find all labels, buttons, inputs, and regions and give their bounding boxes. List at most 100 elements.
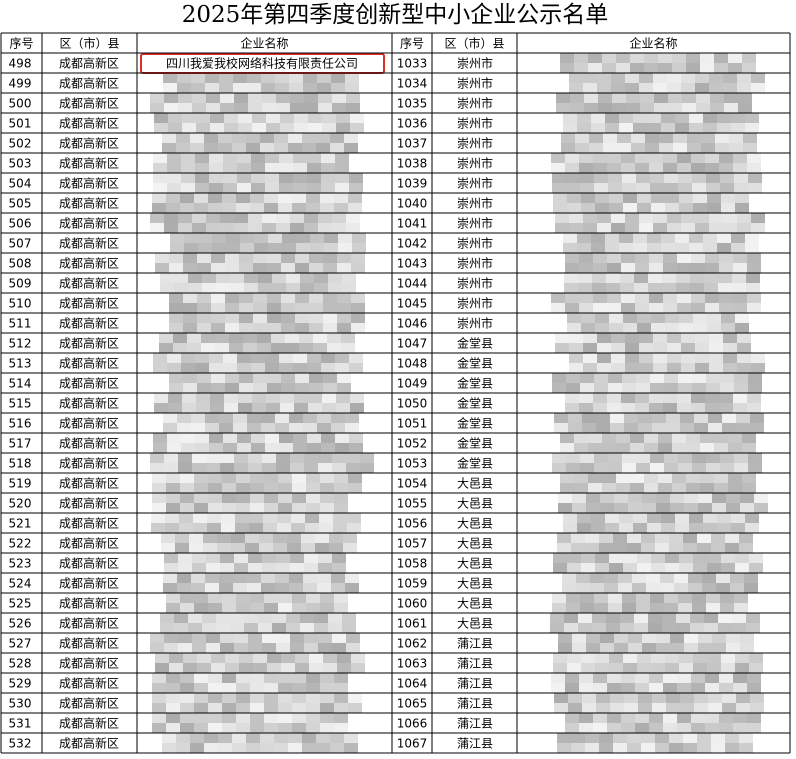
row-number: 1064 bbox=[397, 677, 428, 691]
blurred-name bbox=[664, 173, 678, 183]
blurred-name bbox=[201, 333, 215, 343]
blurred-name bbox=[257, 343, 271, 353]
blurred-name bbox=[682, 93, 696, 103]
district: 金堂县 bbox=[457, 376, 493, 391]
blurred-name bbox=[164, 553, 178, 563]
blurred-name bbox=[577, 513, 591, 523]
blurred-name bbox=[317, 413, 331, 423]
blurred-name bbox=[580, 463, 594, 473]
blurred-name bbox=[678, 593, 692, 603]
blurred-name bbox=[233, 583, 247, 593]
blurred-name bbox=[252, 113, 266, 123]
blurred-name bbox=[348, 483, 362, 493]
blurred-name bbox=[751, 213, 765, 223]
blurred-name bbox=[304, 103, 318, 113]
blurred-name bbox=[152, 493, 166, 503]
blurred-name bbox=[733, 153, 747, 163]
blurred-name bbox=[349, 433, 363, 443]
blurred-name bbox=[155, 253, 169, 263]
blurred-name bbox=[176, 733, 190, 743]
blurred-name bbox=[169, 653, 183, 663]
blurred-name bbox=[203, 533, 217, 543]
blurred-name bbox=[154, 123, 168, 133]
blurred-name bbox=[176, 743, 190, 753]
blurred-name bbox=[210, 403, 224, 413]
blurred-name bbox=[332, 103, 346, 113]
blurred-name bbox=[175, 543, 189, 553]
blurred-name bbox=[576, 573, 590, 583]
blurred-name bbox=[623, 323, 637, 333]
blurred-name bbox=[724, 93, 738, 103]
blurred-name bbox=[677, 153, 691, 163]
blurred-name bbox=[342, 613, 356, 623]
blurred-name bbox=[239, 253, 253, 263]
blurred-name bbox=[206, 563, 220, 573]
district: 成都高新区 bbox=[59, 76, 119, 91]
blurred-name bbox=[166, 483, 180, 493]
blurred-name bbox=[664, 463, 678, 473]
blurred-name bbox=[569, 73, 583, 83]
blurred-name bbox=[595, 193, 609, 203]
blurred-name bbox=[646, 583, 660, 593]
blurred-name bbox=[582, 423, 596, 433]
blurred-name bbox=[641, 743, 655, 753]
blurred-name bbox=[169, 293, 183, 303]
blurred-name bbox=[262, 553, 276, 563]
blurred-name bbox=[331, 413, 345, 423]
blurred-name bbox=[591, 233, 605, 243]
blurred-name bbox=[636, 373, 650, 383]
blurred-name bbox=[192, 223, 206, 233]
blurred-name bbox=[722, 413, 736, 423]
blurred-name bbox=[693, 653, 707, 663]
blurred-name bbox=[707, 653, 721, 663]
blurred-name bbox=[594, 383, 608, 393]
blurred-name bbox=[651, 553, 665, 563]
blurred-name bbox=[602, 443, 616, 453]
blurred-name bbox=[686, 473, 700, 483]
district: 成都高新区 bbox=[59, 256, 119, 271]
blurred-name bbox=[206, 633, 220, 643]
blurred-name bbox=[651, 323, 665, 333]
blurred-name bbox=[236, 503, 250, 513]
blurred-name bbox=[323, 293, 337, 303]
blurred-name bbox=[728, 473, 742, 483]
blurred-name bbox=[605, 513, 619, 523]
blurred-name bbox=[609, 563, 623, 573]
blurred-name bbox=[670, 643, 684, 653]
blurred-name bbox=[693, 663, 707, 673]
blurred-name bbox=[292, 593, 306, 603]
blurred-name bbox=[714, 53, 728, 63]
blurred-name bbox=[616, 483, 630, 493]
row-number: 1035 bbox=[397, 97, 428, 111]
blurred-name bbox=[234, 643, 248, 653]
blurred-name bbox=[656, 643, 670, 653]
blurred-name bbox=[217, 533, 231, 543]
blurred-name bbox=[731, 113, 745, 123]
blurred-name bbox=[332, 563, 346, 573]
blurred-name bbox=[351, 303, 365, 313]
blurred-name bbox=[717, 113, 731, 123]
blurred-name bbox=[276, 553, 290, 563]
blurred-name bbox=[705, 683, 719, 693]
blurred-name bbox=[645, 143, 659, 153]
blurred-name bbox=[560, 53, 574, 63]
blurred-name bbox=[235, 523, 249, 533]
blurred-name bbox=[652, 693, 666, 703]
blurred-name bbox=[267, 323, 281, 333]
blurred-name bbox=[262, 223, 276, 233]
blurred-name bbox=[152, 473, 166, 483]
blurred-name bbox=[733, 163, 747, 173]
blurred-name bbox=[222, 503, 236, 513]
blurred-name bbox=[226, 243, 240, 253]
blurred-name bbox=[704, 623, 718, 633]
blurred-name bbox=[163, 573, 177, 583]
blurred-name bbox=[267, 373, 281, 383]
row-number: 528 bbox=[9, 657, 32, 671]
blurred-name bbox=[308, 123, 322, 133]
blurred-name bbox=[608, 463, 622, 473]
blurred-name bbox=[705, 673, 719, 683]
blurred-name bbox=[154, 113, 168, 123]
row-number: 504 bbox=[9, 177, 32, 191]
blurred-name bbox=[331, 83, 345, 93]
blurred-name bbox=[196, 393, 210, 403]
